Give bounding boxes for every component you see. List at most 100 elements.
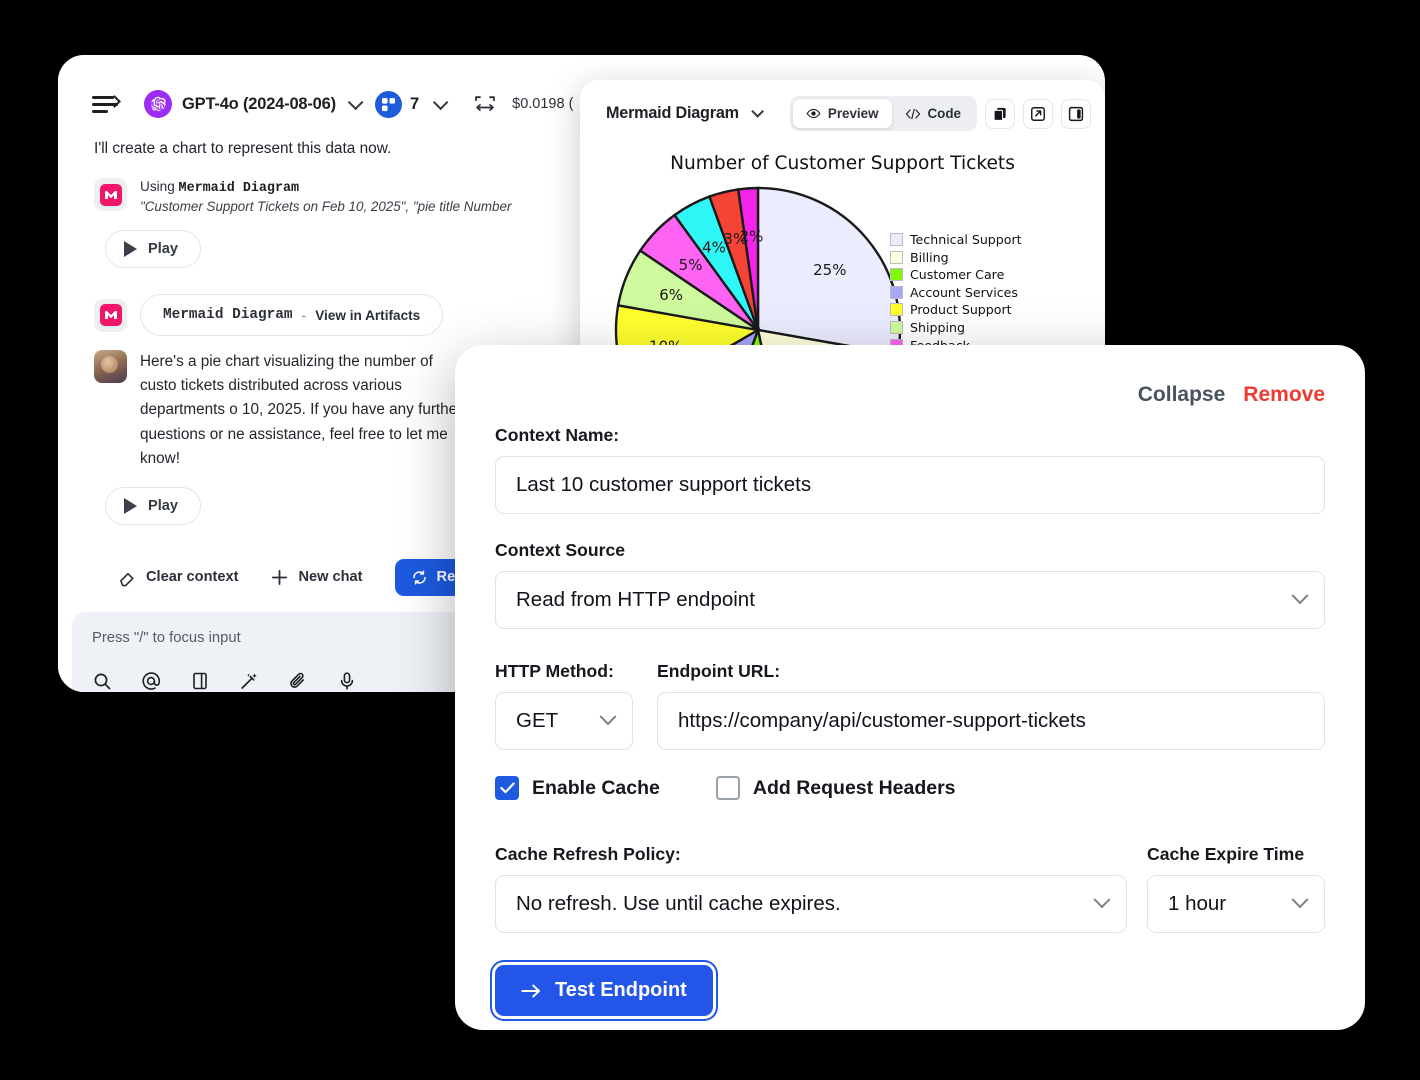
add-request-headers-label: Add Request Headers bbox=[752, 776, 956, 799]
context-source-select[interactable]: Read from HTTP endpoint bbox=[495, 571, 1325, 629]
pie-slice-label: 25% bbox=[813, 261, 846, 279]
chevron-down-icon bbox=[1093, 891, 1111, 909]
cost-display: $0.0198 ( bbox=[512, 96, 574, 112]
tool-call-name: Using Mermaid Diagram bbox=[140, 179, 511, 196]
context-source-value: Read from HTTP endpoint bbox=[516, 588, 755, 611]
artifact-toolbar: Preview Code bbox=[789, 96, 1091, 131]
search-icon[interactable] bbox=[92, 671, 112, 692]
pie-slice bbox=[736, 186, 760, 331]
context-name-input[interactable]: Last 10 customer support tickets bbox=[495, 456, 1325, 514]
cache-expire-select[interactable]: 1 hour bbox=[1147, 875, 1325, 933]
http-request-row: HTTP Method: GET Endpoint URL: https://c… bbox=[495, 635, 1325, 750]
clear-context-button[interactable]: Clear context bbox=[118, 568, 238, 587]
legend-swatch bbox=[890, 303, 903, 317]
magic-wand-icon[interactable] bbox=[239, 671, 259, 692]
tool-call-args: "Customer Support Tickets on Feb 10, 202… bbox=[140, 199, 512, 215]
chevron-down-icon[interactable] bbox=[751, 104, 764, 123]
cache-options-row: Enable Cache Add Request Headers bbox=[495, 776, 1325, 800]
microphone-icon[interactable] bbox=[337, 671, 357, 692]
paperclip-icon[interactable] bbox=[288, 671, 308, 692]
open-external-icon[interactable] bbox=[1023, 98, 1053, 129]
chat-input-placeholder: Press "/" to focus input bbox=[92, 629, 241, 646]
hamburger-collapse-icon[interactable] bbox=[92, 94, 121, 114]
test-endpoint-label: Test Endpoint bbox=[555, 979, 687, 1001]
chevron-down-icon bbox=[1291, 891, 1309, 909]
artifact-result-row: Mermaid Diagram - View in Artifacts bbox=[94, 294, 583, 337]
tool-call-card: Using Mermaid Diagram "Customer Support … bbox=[94, 178, 583, 214]
enable-cache-label: Enable Cache bbox=[532, 776, 660, 799]
legend-swatch bbox=[890, 320, 903, 334]
play-triangle-icon bbox=[124, 497, 137, 514]
pie-slice-label: 4% bbox=[702, 238, 726, 256]
toggle-panel-icon[interactable] bbox=[1061, 98, 1091, 129]
legend-item: Billing bbox=[890, 250, 1022, 265]
at-mention-icon[interactable] bbox=[141, 671, 161, 692]
user-message-text: Here's a pie chart visualizing the numbe… bbox=[140, 353, 463, 467]
play-button-label: Play bbox=[148, 497, 179, 514]
endpoint-url-input[interactable]: https://company/api/customer-support-tic… bbox=[657, 692, 1325, 750]
pie-slice-label: 5% bbox=[679, 256, 703, 274]
artifact-header: Mermaid Diagram Preview Code bbox=[580, 80, 1105, 131]
expand-horizontal-icon[interactable] bbox=[474, 94, 496, 114]
pie-slice-label: 6% bbox=[659, 286, 683, 304]
add-request-headers-checkbox[interactable]: Add Request Headers bbox=[715, 776, 956, 800]
legend-swatch bbox=[890, 285, 903, 299]
chevron-down-icon[interactable] bbox=[432, 93, 449, 115]
tab-code[interactable]: Code bbox=[892, 99, 974, 128]
collapse-button[interactable]: Collapse bbox=[1137, 383, 1226, 406]
cache-policy-value: No refresh. Use until cache expires. bbox=[516, 892, 841, 915]
http-method-select[interactable]: GET bbox=[495, 692, 633, 750]
tab-preview[interactable]: Preview bbox=[792, 99, 892, 128]
legend-label: Technical Support bbox=[910, 232, 1022, 247]
test-endpoint-button[interactable]: Test Endpoint bbox=[495, 965, 713, 1016]
plus-icon bbox=[272, 569, 288, 585]
context-count: 7 bbox=[409, 94, 420, 113]
play-button[interactable]: Play bbox=[105, 486, 202, 525]
legend-label: Shipping bbox=[910, 319, 965, 335]
remove-button[interactable]: Remove bbox=[1243, 383, 1325, 406]
eye-icon bbox=[806, 108, 821, 119]
chevron-down-icon[interactable] bbox=[347, 93, 364, 115]
assistant-intro-text: I'll create a chart to represent this da… bbox=[94, 140, 392, 157]
artifact-title: Mermaid Diagram bbox=[606, 104, 739, 122]
chevron-down-icon bbox=[599, 708, 617, 726]
mermaid-logo-icon bbox=[94, 298, 127, 332]
clear-context-label: Clear context bbox=[146, 569, 239, 586]
pie-slice-label: 2% bbox=[740, 228, 764, 246]
tool-call-prefix: Using bbox=[140, 179, 179, 195]
new-chat-label: New chat bbox=[298, 569, 363, 586]
book-icon[interactable] bbox=[190, 671, 210, 692]
legend-item: Product Support bbox=[890, 302, 1022, 317]
endpoint-url-label: Endpoint URL: bbox=[657, 661, 781, 681]
http-method-label: HTTP Method: bbox=[495, 661, 614, 681]
chat-toolbar: GPT-4o (2024-08-06) 7 $0.0198 ( bbox=[58, 55, 583, 125]
view-in-artifacts-link[interactable]: View in Artifacts bbox=[315, 307, 421, 323]
checkbox-box bbox=[715, 776, 740, 800]
cache-expire-value: 1 hour bbox=[1168, 892, 1227, 915]
chat-input-toolbar bbox=[92, 671, 549, 692]
legend-item: Customer Care bbox=[890, 267, 1022, 282]
context-config-modal: Collapse Remove Context Name: Last 10 cu… bbox=[455, 345, 1365, 1030]
eraser-icon bbox=[120, 572, 134, 587]
new-chat-button[interactable]: New chat bbox=[270, 568, 363, 587]
legend-label: Product Support bbox=[910, 302, 1012, 318]
artifact-pill[interactable]: Mermaid Diagram - View in Artifacts bbox=[140, 294, 444, 337]
model-name: GPT-4o (2024-08-06) bbox=[182, 94, 336, 113]
cache-expire-label: Cache Expire Time bbox=[1147, 844, 1305, 864]
http-method-value: GET bbox=[516, 709, 559, 732]
context-blocks-icon bbox=[374, 90, 402, 118]
copy-icon[interactable] bbox=[985, 98, 1015, 129]
enable-cache-checkbox[interactable]: Enable Cache bbox=[495, 776, 660, 800]
legend-item: Shipping bbox=[890, 320, 1022, 335]
cache-config-row: Cache Refresh Policy: No refresh. Use un… bbox=[495, 818, 1325, 933]
play-button[interactable]: Play bbox=[105, 230, 202, 269]
mermaid-logo-icon bbox=[94, 178, 127, 212]
chevron-down-icon bbox=[1291, 587, 1309, 605]
artifact-view-tabs: Preview Code bbox=[789, 96, 977, 131]
regenerate-label: Re bbox=[436, 569, 456, 586]
play-button-label: Play bbox=[148, 241, 179, 258]
legend-item: Account Services bbox=[890, 285, 1022, 300]
context-source-label: Context Source bbox=[495, 540, 626, 560]
cache-policy-select[interactable]: No refresh. Use until cache expires. bbox=[495, 875, 1127, 933]
